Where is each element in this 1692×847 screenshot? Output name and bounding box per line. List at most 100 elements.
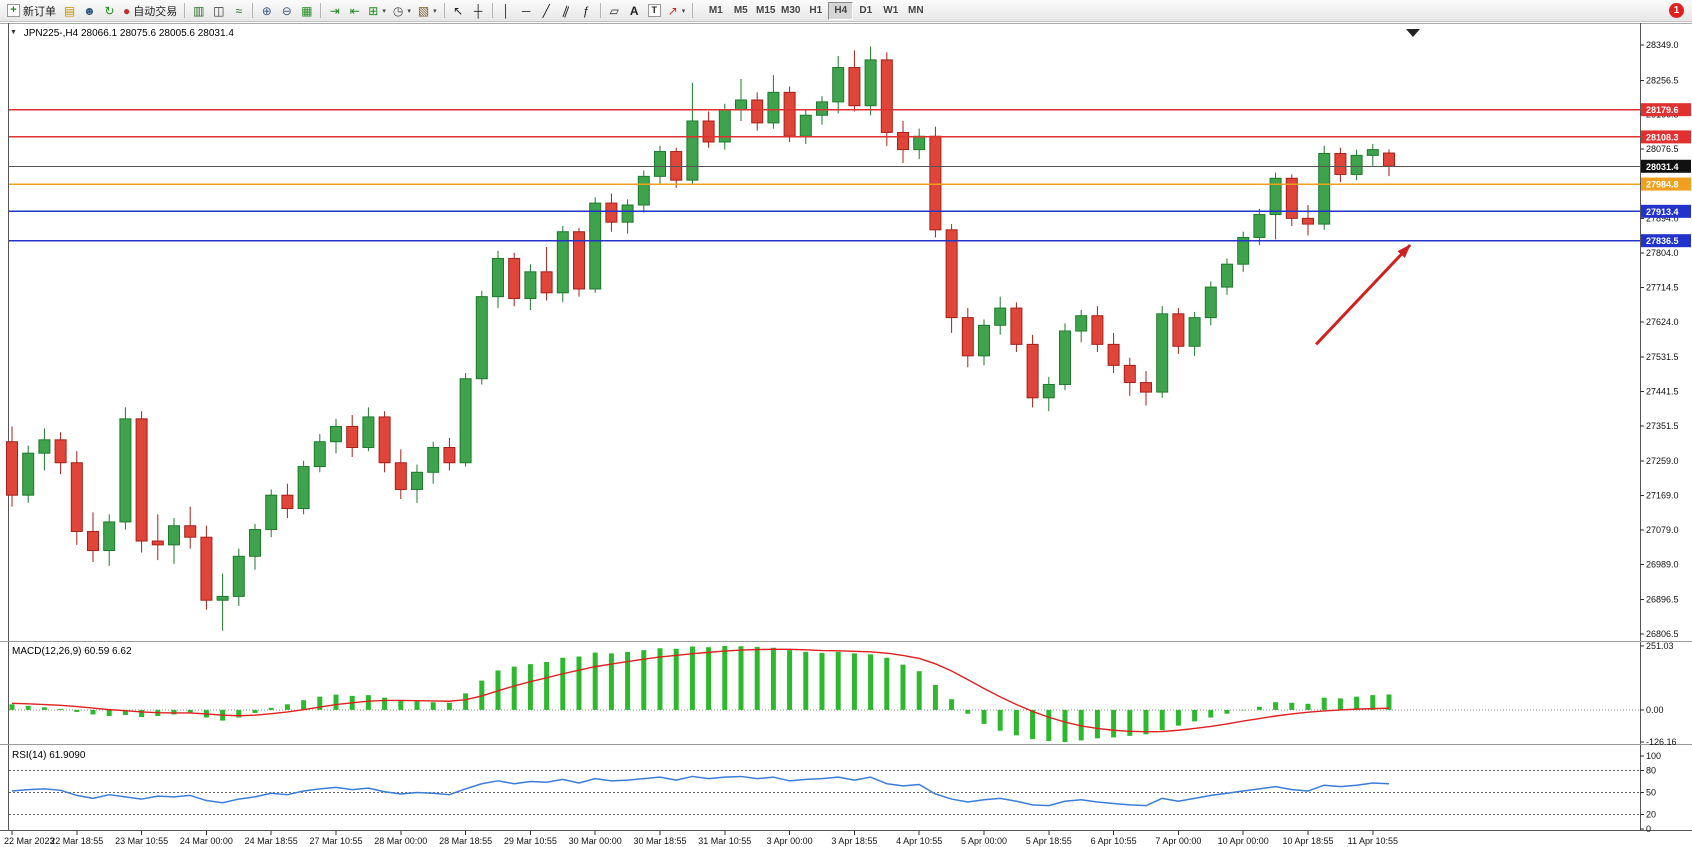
candle bbox=[184, 506, 197, 549]
candle bbox=[556, 225, 569, 303]
candle bbox=[637, 170, 650, 213]
price-tag-label: 28108.3 bbox=[1646, 132, 1679, 142]
timeframe-m30-button[interactable]: M30 bbox=[781, 5, 801, 16]
candle bbox=[168, 518, 180, 564]
shapes-icon: ▱ bbox=[609, 3, 619, 18]
chart-title: JPN225-,H4 28066.1 28075.6 28005.6 28031… bbox=[23, 28, 234, 39]
candle bbox=[1350, 149, 1363, 181]
price-tag-label: 27836.5 bbox=[1646, 236, 1679, 246]
arrows-tool-button[interactable]: ↗ ▾ bbox=[665, 1, 689, 20]
candle bbox=[816, 96, 828, 125]
rsi-line bbox=[11, 775, 1390, 807]
timeframe-h1-button[interactable]: H1 bbox=[809, 5, 823, 16]
templates-button[interactable]: ▧ ▾ bbox=[415, 1, 440, 20]
new-order-button[interactable]: + 新订单 bbox=[4, 1, 59, 20]
depth-of-market-button[interactable]: ▤ bbox=[60, 1, 79, 20]
chart-background bbox=[0, 22, 1692, 847]
price-axis-label: 27259.0 bbox=[1646, 456, 1679, 466]
candle bbox=[70, 451, 83, 545]
time-axis-label: 24 Mar 18:55 bbox=[245, 836, 298, 846]
time-axis-label: 22 Mar 18:55 bbox=[50, 836, 103, 846]
time-axis-label: 3 Apr 00:00 bbox=[767, 836, 813, 846]
chevron-down-icon: ▾ bbox=[433, 7, 437, 15]
price-axis-label: 28076.5 bbox=[1646, 144, 1679, 154]
toolbar-separator bbox=[252, 3, 254, 18]
candle bbox=[492, 250, 504, 309]
shapes-tool-button[interactable]: ▱ bbox=[605, 1, 624, 20]
timeframe-w1-button[interactable]: W1 bbox=[883, 5, 899, 16]
line-chart-button[interactable]: ≈ bbox=[229, 1, 248, 20]
price-tag bbox=[1641, 234, 1691, 248]
candle bbox=[686, 82, 699, 184]
candle bbox=[945, 224, 958, 333]
indicators-icon: ⊞ bbox=[368, 3, 379, 18]
trend-arrow-annotation[interactable] bbox=[1315, 244, 1412, 346]
chart-shift-marker[interactable] bbox=[1406, 29, 1420, 37]
refresh-button[interactable]: ↻ bbox=[100, 1, 119, 20]
price-tag bbox=[1641, 204, 1691, 218]
candle bbox=[589, 197, 602, 293]
candle bbox=[427, 441, 440, 484]
channel-tool-button[interactable]: ∥ bbox=[557, 1, 576, 20]
horizontal-line-tool-button[interactable]: ─ bbox=[517, 1, 536, 20]
candle bbox=[394, 449, 407, 500]
text-label-tool-button[interactable]: T bbox=[645, 1, 664, 20]
candle bbox=[783, 86, 796, 142]
notification-badge[interactable]: 1 bbox=[1669, 3, 1684, 18]
timeframe-d1-button[interactable]: D1 bbox=[859, 5, 873, 16]
chevron-down-icon: ▾ bbox=[382, 7, 386, 15]
zoom-out-icon: ⊖ bbox=[281, 3, 292, 18]
candle bbox=[929, 126, 942, 238]
vertical-line-icon: │ bbox=[502, 3, 510, 18]
fibonacci-tool-button[interactable]: ƒ bbox=[577, 1, 596, 20]
timeframe-mn-button[interactable]: MN bbox=[907, 5, 924, 16]
text-tool-button[interactable]: A bbox=[625, 1, 644, 20]
time-axis-label: 3 Apr 18:55 bbox=[831, 836, 877, 846]
candle bbox=[1075, 310, 1088, 343]
zoom-out-button[interactable]: ⊖ bbox=[277, 1, 296, 20]
vertical-line-tool-button[interactable]: │ bbox=[497, 1, 516, 20]
candle bbox=[38, 428, 51, 471]
toolbar-separator bbox=[599, 3, 601, 18]
periods-button[interactable]: ◷ ▾ bbox=[390, 1, 414, 20]
timeframe-m1-button[interactable]: M1 bbox=[708, 5, 723, 16]
time-axis-label: 10 Apr 18:55 bbox=[1282, 836, 1333, 846]
crosshair-tool-button[interactable]: ┼ bbox=[469, 1, 488, 20]
cursor-tool-button[interactable]: ↖ bbox=[449, 1, 468, 20]
candle bbox=[249, 523, 261, 570]
templates-icon: ▧ bbox=[417, 3, 430, 18]
macd-signal-line bbox=[11, 648, 1390, 733]
tile-windows-button[interactable]: ▦ bbox=[297, 1, 316, 20]
autotrading-button[interactable]: ● 自动交易 bbox=[120, 1, 180, 20]
accounts-button[interactable]: ☻ bbox=[80, 1, 99, 20]
candle bbox=[378, 411, 391, 473]
chart-shift-button[interactable]: ⇤ bbox=[345, 1, 364, 20]
indicators-button[interactable]: ⊞ ▾ bbox=[365, 1, 389, 20]
candle bbox=[848, 50, 861, 112]
time-axis-label: 6 Apr 10:55 bbox=[1091, 836, 1137, 846]
zoom-in-button[interactable]: ⊕ bbox=[257, 1, 276, 20]
candle bbox=[1188, 311, 1201, 356]
trendline-tool-button[interactable]: ╱ bbox=[537, 1, 556, 20]
bar-chart-button[interactable]: ▥ bbox=[189, 1, 208, 20]
tile-windows-icon: ▦ bbox=[301, 3, 313, 18]
candle bbox=[605, 193, 618, 232]
rsi-indicator-label: RSI(14) 61.9090 bbox=[12, 750, 86, 761]
rsi-axis-label: 50 bbox=[1646, 788, 1656, 798]
one-click-trading-toggle[interactable]: ▼ bbox=[10, 29, 17, 36]
candlestick-chart-icon: ◫ bbox=[213, 3, 225, 18]
timeframe-h4-button[interactable]: H4 bbox=[828, 1, 854, 20]
rsi-axis-label: 0 bbox=[1646, 824, 1651, 834]
price-axis-label: 27351.5 bbox=[1646, 421, 1679, 431]
crosshair-icon: ┼ bbox=[473, 3, 483, 18]
candle bbox=[54, 432, 67, 475]
price-tag bbox=[1641, 177, 1691, 191]
candlestick-chart-button[interactable]: ◫ bbox=[209, 1, 228, 20]
timeframe-m15-button[interactable]: M15 bbox=[756, 5, 776, 16]
toolbar-separator bbox=[320, 3, 322, 18]
candle bbox=[702, 111, 715, 148]
timeframe-m5-button[interactable]: M5 bbox=[733, 5, 748, 16]
candle bbox=[1026, 334, 1039, 408]
auto-scroll-button[interactable]: ⇥ bbox=[325, 1, 344, 20]
